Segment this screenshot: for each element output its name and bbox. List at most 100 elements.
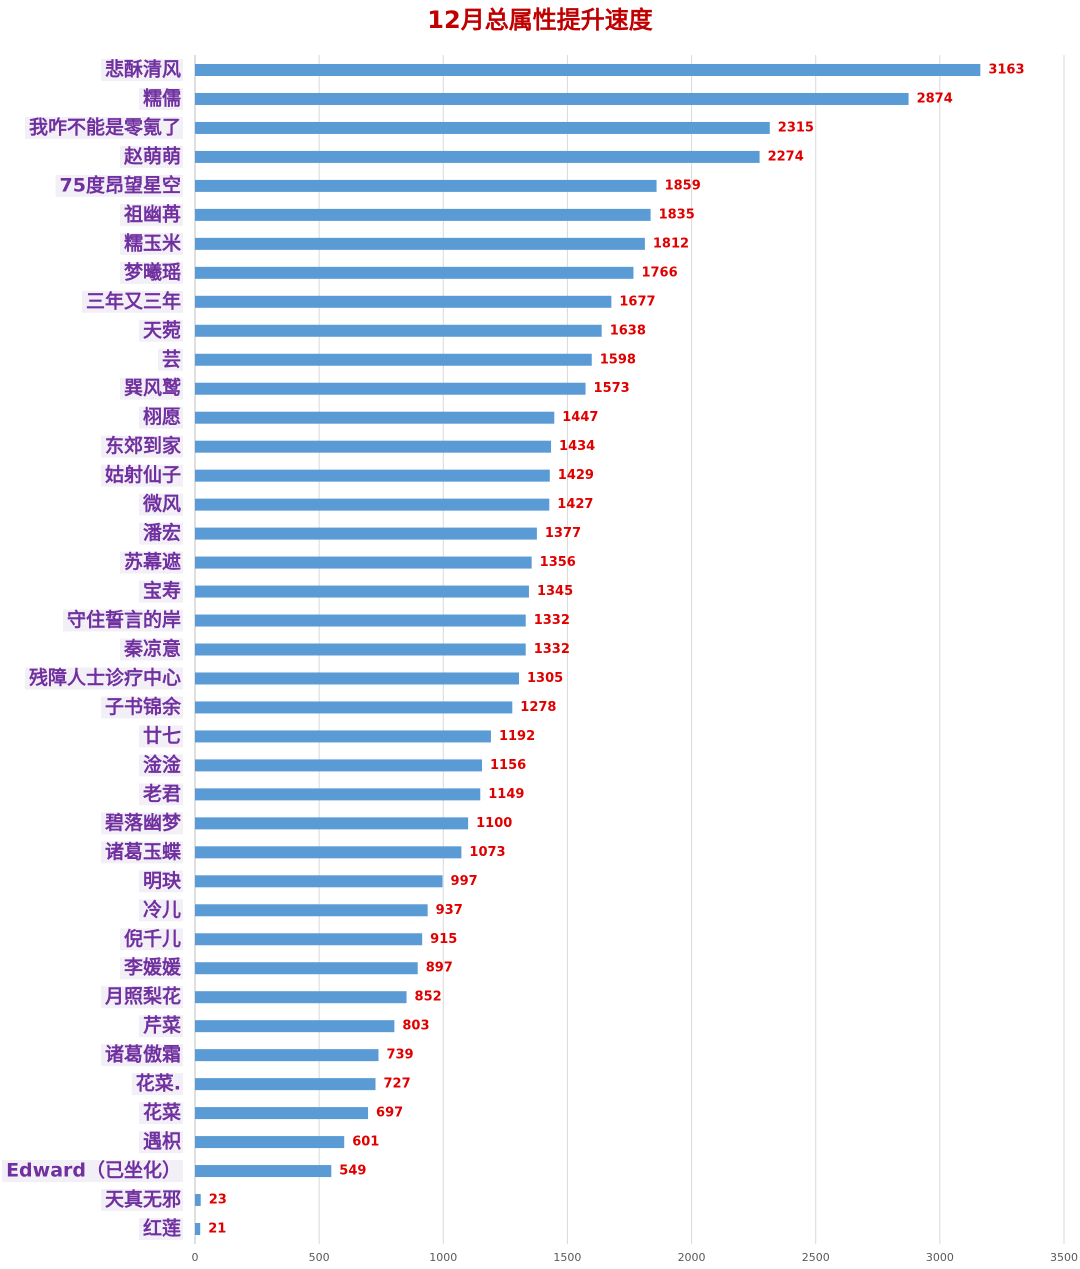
bar [195,788,481,801]
data-label: 1598 [600,352,636,367]
label-background [100,59,183,81]
bar [195,817,469,830]
bar [195,237,645,250]
data-label: 1192 [499,729,535,744]
y-tick-label: 栩愿 [143,405,181,428]
x-tick-label: 1000 [429,1251,457,1264]
y-tick-label: 祖幽苒 [123,202,181,225]
y-tick-label: 遇枳 [143,1130,181,1153]
bar [195,179,657,192]
data-label: 2274 [768,149,804,164]
data-label: 1156 [490,758,526,773]
y-tick-label: 廿七 [143,725,181,747]
label-background [119,145,183,168]
y-tick-label: 微风 [142,492,181,515]
x-tick-label: 1500 [553,1251,581,1264]
bar [195,1020,395,1033]
bar [195,382,586,395]
label-background [138,319,183,342]
label-background [100,464,183,487]
data-label: 1278 [520,700,556,715]
x-tick-label: 3500 [1050,1251,1078,1264]
y-tick-label: 芹菜 [143,1014,181,1037]
data-label: 1812 [653,236,689,251]
bar [195,208,651,221]
label-background [100,435,183,458]
y-tick-label: 老君 [143,782,181,805]
bar [195,585,529,598]
x-tick-label: 3000 [926,1251,954,1264]
bar [195,672,520,685]
label-background [138,783,183,806]
y-tick-label: 诸葛傲霜 [105,1043,181,1066]
bar [195,991,407,1004]
label-background [55,174,183,197]
label-background [138,725,183,748]
label-background [131,1073,183,1096]
bar [195,1107,369,1120]
label-background [81,290,183,313]
label-background [24,667,183,690]
label-background [119,957,183,980]
label-background [100,812,183,835]
bar [195,92,909,105]
data-label: 1638 [610,323,646,338]
bar [195,353,592,366]
data-label: 1427 [557,497,593,512]
data-label: 1100 [476,816,512,831]
y-tick-label: 诸葛玉蝶 [105,840,182,863]
data-label: 1573 [594,381,630,396]
y-tick-label: 三年又三年 [86,289,181,312]
bar [195,1165,332,1178]
data-label: 727 [384,1077,411,1092]
data-label: 3163 [988,63,1024,78]
x-tick-label: 500 [309,1251,330,1264]
y-tick-label: 芸 [162,347,181,370]
bar [195,701,513,714]
bar [195,295,612,308]
label-background [100,1189,183,1212]
bar [195,643,526,656]
label-background [138,493,183,516]
bar [195,121,770,134]
data-label: 1332 [534,642,570,657]
data-label: 601 [352,1135,379,1150]
y-tick-label: Edward（已坐化） [6,1159,181,1182]
bar [195,64,981,76]
bar [195,150,760,163]
label-background [62,609,183,632]
label-background [119,232,183,255]
y-tick-label: 天真无邪 [105,1188,181,1211]
label-background [157,348,183,371]
data-label: 915 [430,932,457,947]
y-tick-label: 天菀 [143,318,181,341]
bar [195,411,555,424]
data-label: 1447 [562,410,598,425]
y-tick-label: 我咋不能是零氪了 [29,115,181,138]
data-label: 2874 [917,91,953,106]
y-tick-label: 姑射仙子 [105,463,181,486]
data-label: 1305 [527,671,563,686]
y-tick-label: 李媛媛 [123,956,182,979]
y-tick-label: 梦曦瑶 [124,260,181,283]
bar [195,1136,345,1149]
data-label: 1835 [659,207,695,222]
bar [195,846,462,859]
x-tick-label: 0 [192,1251,199,1264]
y-tick-label: 淦淦 [143,753,182,776]
data-label: 1677 [619,294,655,309]
x-tick-label: 2000 [678,1251,706,1264]
bar [195,759,483,772]
label-background [119,377,183,400]
y-tick-label: 东郊到家 [105,434,182,457]
label-background [138,1015,183,1038]
y-tick-label: 红莲 [143,1217,181,1240]
data-label: 803 [402,1019,429,1034]
data-label: 997 [451,874,478,889]
label-background [2,1160,183,1183]
bar [195,266,634,279]
bar [195,614,526,627]
label-background [138,1131,183,1154]
y-tick-label: 残障人士诊疗中心 [29,666,181,689]
data-label: 1345 [537,584,573,599]
